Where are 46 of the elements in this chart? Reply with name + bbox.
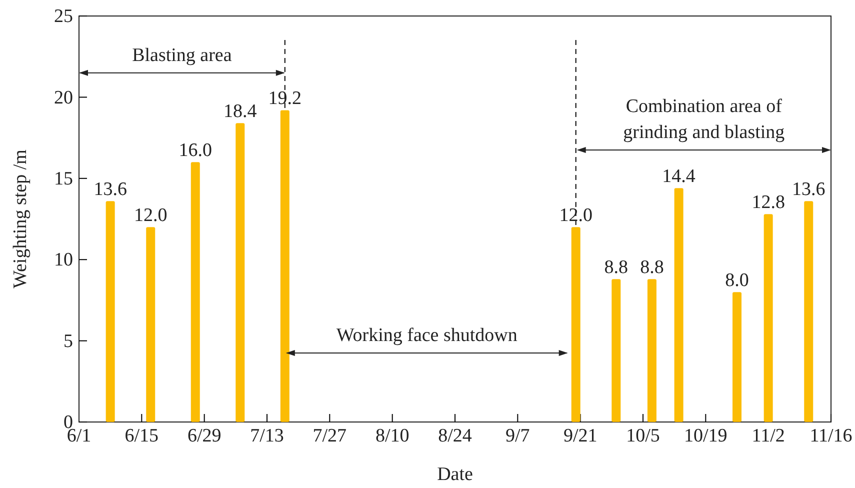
x-tick-label: 10/5 <box>626 425 660 446</box>
bar <box>236 123 245 422</box>
bar <box>146 227 156 422</box>
y-tick-label: 15 <box>54 168 73 190</box>
x-tick-label: 11/2 <box>752 425 785 446</box>
data-label: 8.8 <box>604 257 628 278</box>
x-tick-label: 8/24 <box>438 425 472 446</box>
data-label: 12.0 <box>559 205 592 226</box>
annotation: Blasting area <box>132 44 232 66</box>
x-tick-label: 7/13 <box>250 425 284 446</box>
x-tick-label: 9/7 <box>506 425 530 446</box>
x-tick-label: 9/21 <box>563 425 598 446</box>
y-tick-label: 20 <box>54 87 73 108</box>
y-axis-title: Weighting step /m <box>10 149 31 288</box>
y-tick-label: 25 <box>54 6 73 28</box>
bar <box>647 279 656 422</box>
data-label: 12.0 <box>134 205 168 226</box>
x-tick-label: 8/10 <box>375 425 410 446</box>
x-axis-title: Date <box>437 464 473 485</box>
bar <box>674 188 684 422</box>
x-tick-label: 10/19 <box>684 425 728 446</box>
data-label: 14.4 <box>662 166 696 188</box>
bar <box>804 201 814 422</box>
x-tick-label: 6/15 <box>124 425 159 446</box>
annotation: Working face shutdown <box>336 324 518 346</box>
data-label: 12.8 <box>752 192 785 214</box>
bar <box>190 162 200 422</box>
x-tick-label: 7/27 <box>312 425 347 446</box>
data-label: 8.0 <box>725 270 749 292</box>
bar <box>571 227 580 422</box>
x-tick-label: 6/29 <box>187 425 222 446</box>
data-label: 18.4 <box>224 101 258 122</box>
data-label: 19.2 <box>268 88 302 110</box>
y-tick-label: 5 <box>64 330 73 352</box>
data-label: 13.6 <box>792 179 826 200</box>
annotation: Combination area of grinding and blasting <box>623 96 786 143</box>
bar <box>764 214 773 422</box>
y-tick-label: 10 <box>54 250 73 271</box>
data-label: 13.6 <box>94 179 127 200</box>
bar <box>280 110 290 422</box>
data-label: 16.0 <box>178 140 212 162</box>
bar <box>106 201 115 422</box>
data-label: 8.8 <box>640 257 664 278</box>
bar <box>732 292 742 422</box>
x-tick-label: 11/16 <box>810 425 852 446</box>
bar <box>612 279 621 422</box>
